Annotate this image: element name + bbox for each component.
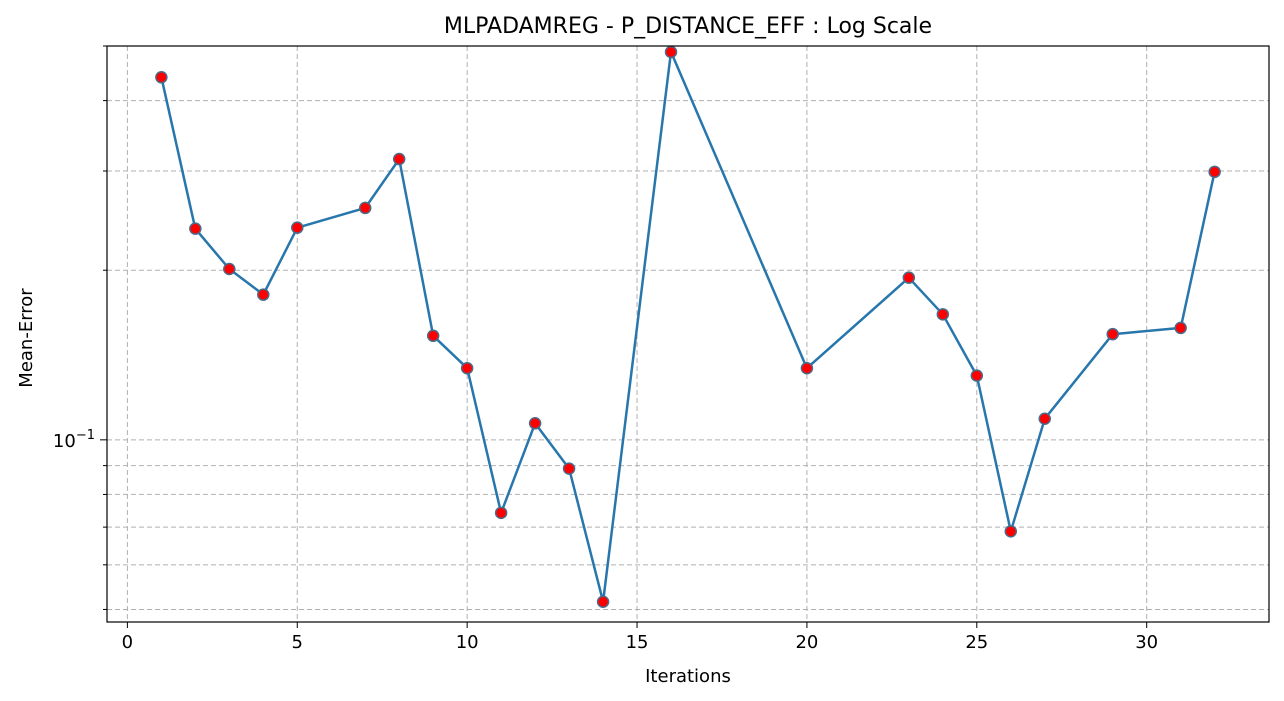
x-tick-label: 30 — [1135, 632, 1158, 653]
data-point — [936, 308, 950, 321]
y-tick-label: 10−1 — [53, 428, 95, 452]
data-point — [800, 361, 814, 375]
x-axis-label: Iterations — [645, 666, 731, 687]
data-point — [257, 288, 270, 301]
x-tick-label: 15 — [626, 632, 649, 653]
axis-ticks: 0 5 10 15 20 25 30 10−1 — [53, 45, 1158, 653]
y-axis-label: Mean-Error — [16, 288, 37, 388]
data-point — [1106, 327, 1119, 341]
data-point — [392, 152, 406, 166]
data-point — [1004, 525, 1018, 538]
data-point — [1038, 412, 1052, 425]
series-line — [160, 50, 1216, 603]
x-tick-label: 25 — [965, 632, 988, 653]
x-tick-label: 0 — [122, 632, 133, 653]
data-point — [1208, 165, 1221, 179]
data-point — [494, 506, 508, 520]
data-point — [562, 462, 576, 475]
x-tick-label: 5 — [292, 632, 303, 653]
data-point — [291, 221, 304, 234]
data-point — [189, 222, 202, 235]
data-point — [664, 45, 678, 59]
data-point — [426, 329, 440, 343]
data-point — [223, 262, 236, 276]
x-tick-label: 10 — [456, 632, 479, 653]
data-point — [155, 71, 168, 84]
plot-frame — [106, 45, 1270, 623]
data-series — [155, 45, 1221, 608]
data-point — [970, 369, 984, 382]
data-point — [1174, 321, 1187, 335]
x-tick-label: 20 — [795, 632, 818, 653]
data-point — [596, 595, 610, 608]
data-point — [460, 361, 474, 375]
data-point — [902, 271, 916, 284]
data-point — [528, 417, 542, 430]
chart-title: MLPADAMREG - P_DISTANCE_EFF : Log Scale — [444, 14, 932, 39]
data-point — [358, 201, 372, 215]
grid — [107, 45, 1269, 622]
